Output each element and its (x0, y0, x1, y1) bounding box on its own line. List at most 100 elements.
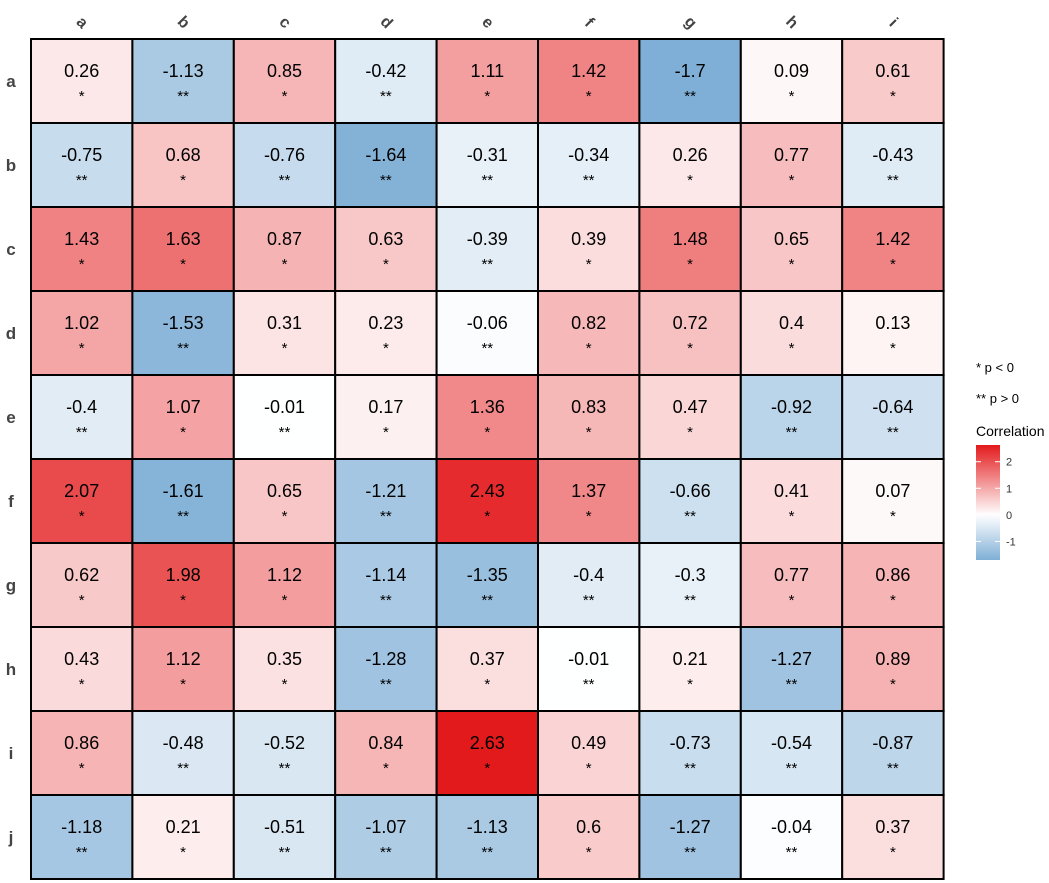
cell-significance-label: ** (279, 844, 291, 861)
cell-significance-label: * (383, 760, 389, 777)
cell-value-label: 1.43 (64, 229, 99, 249)
cell-significance-label: * (789, 508, 795, 525)
cell-value-label: -0.01 (264, 397, 305, 417)
color-bar-tick-label: 2 (1006, 457, 1012, 469)
cell-value-label: 1.98 (166, 565, 201, 585)
cell-rect (30, 458, 134, 544)
cell-significance-label: ** (380, 172, 392, 189)
heatmap-cell: -1.21 ** (334, 458, 438, 544)
heatmap-cell: 0.35 * (232, 626, 337, 712)
cell-value-label: -1.18 (61, 817, 102, 837)
heatmap-cell: 0.26 * (30, 38, 134, 124)
column-label: f (581, 15, 597, 31)
row-label: h (6, 660, 16, 679)
heatmap-cell: 0.61 * (841, 38, 945, 124)
heatmap-cell: 0.84 * (334, 710, 438, 796)
cell-rect (435, 374, 540, 460)
heatmap-cell: 0.77 * (739, 122, 844, 208)
cell-rect (435, 626, 540, 712)
cell-significance-label: ** (887, 760, 899, 777)
cell-significance-label: ** (177, 508, 189, 525)
cell-value-label: -1.07 (365, 817, 406, 837)
cell-value-label: 1.36 (470, 397, 505, 417)
cell-significance-label: * (282, 88, 288, 105)
cell-rect (30, 38, 134, 124)
heatmap-cell: 0.83 * (537, 374, 641, 460)
heatmap-cell: -0.42 ** (334, 38, 438, 124)
cell-value-label: 1.42 (571, 61, 606, 81)
row-label: e (6, 408, 15, 427)
cell-value-label: 0.89 (875, 649, 910, 669)
cell-rect (30, 794, 134, 880)
cell-rect (841, 38, 945, 124)
cell-value-label: -1.53 (163, 313, 204, 333)
cell-value-label: 0.43 (64, 649, 99, 669)
cell-value-label: 0.37 (470, 649, 505, 669)
cell-rect (537, 38, 641, 124)
heatmap-cell: 1.11 * (435, 38, 540, 124)
cell-significance-label: * (687, 172, 693, 189)
cell-value-label: -0.31 (467, 145, 508, 165)
cell-rect (131, 206, 235, 292)
cell-rect (638, 626, 742, 712)
cell-rect (131, 710, 235, 796)
cell-value-label: 2.63 (470, 733, 505, 753)
cell-rect (232, 290, 337, 376)
cell-value-label: -1.21 (365, 481, 406, 501)
cell-significance-label: * (586, 256, 592, 273)
cell-rect (739, 206, 844, 292)
cell-significance-label: * (890, 256, 896, 273)
heatmap-cell: -1.28 ** (334, 626, 438, 712)
cell-rect (435, 38, 540, 124)
heatmap-cell: 0.41 * (739, 458, 844, 544)
cell-significance-label: ** (380, 592, 392, 609)
cell-value-label: -0.76 (264, 145, 305, 165)
cell-rect (841, 626, 945, 712)
cell-value-label: -1.27 (771, 649, 812, 669)
cell-rect (537, 626, 641, 712)
cell-rect (435, 542, 540, 628)
heatmap-cell: -1.14 ** (334, 542, 438, 628)
heatmap-cell: 0.43 * (30, 626, 134, 712)
column-labels: a b c d e f g h i (73, 13, 901, 32)
cell-significance-label: ** (177, 88, 189, 105)
heatmap-cell: 0.23 * (334, 290, 438, 376)
cell-rect (638, 458, 742, 544)
cell-value-label: 0.87 (267, 229, 302, 249)
cell-significance-label: ** (380, 508, 392, 525)
heatmap-cell: 0.6 * (537, 794, 641, 880)
cell-significance-label: * (687, 424, 693, 441)
heatmap-cell: 0.21 * (638, 626, 742, 712)
cell-value-label: 0.86 (64, 733, 99, 753)
cell-significance-label: ** (786, 424, 798, 441)
row-label: f (8, 492, 14, 511)
cell-significance-label: * (890, 676, 896, 693)
cell-value-label: 0.61 (875, 61, 910, 81)
cell-rect (30, 122, 134, 208)
cell-rect (435, 794, 540, 880)
cell-value-label: 0.72 (673, 313, 708, 333)
cell-rect (638, 374, 742, 460)
cell-significance-label: * (282, 508, 288, 525)
cell-value-label: -0.48 (163, 733, 204, 753)
heatmap-cell: 1.07 * (131, 374, 235, 460)
cell-significance-label: * (586, 508, 592, 525)
cell-rect (841, 710, 945, 796)
cell-significance-label: ** (684, 88, 696, 105)
cell-value-label: 0.85 (267, 61, 302, 81)
cell-rect (739, 290, 844, 376)
cell-significance-label: ** (481, 844, 493, 861)
cell-value-label: 0.65 (774, 229, 809, 249)
heatmap-cell: 0.47 * (638, 374, 742, 460)
cell-rect (841, 122, 945, 208)
cell-rect (334, 542, 438, 628)
cell-rect (131, 374, 235, 460)
cell-value-label: 0.13 (875, 313, 910, 333)
cell-significance-label: * (282, 592, 288, 609)
cell-rect (739, 794, 844, 880)
heatmap-cell: 0.82 * (537, 290, 641, 376)
cell-rect (131, 794, 235, 880)
cell-significance-label: * (282, 676, 288, 693)
row-label: j (8, 828, 14, 847)
cell-significance-label: ** (279, 172, 291, 189)
